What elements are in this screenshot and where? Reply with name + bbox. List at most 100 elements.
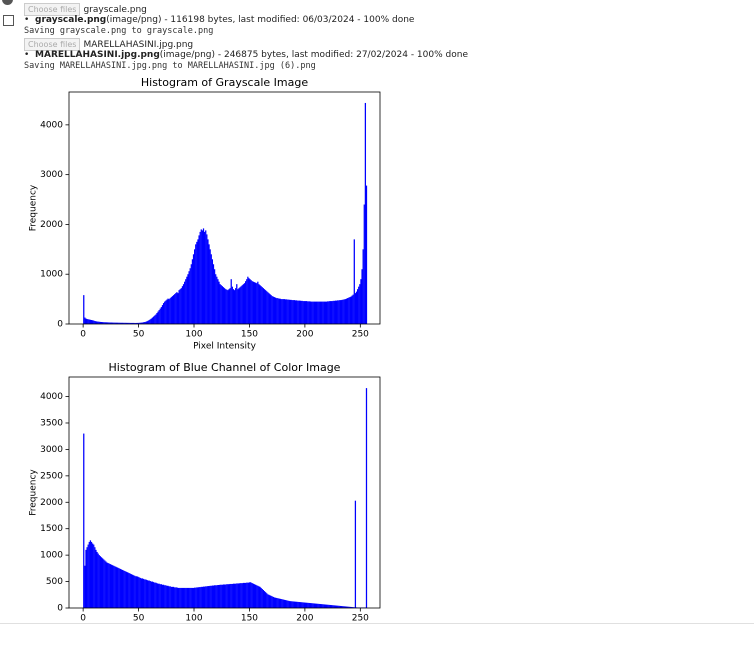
bar <box>137 576 139 608</box>
bar <box>164 585 166 608</box>
bar <box>220 584 222 608</box>
bar <box>329 301 331 324</box>
bar <box>162 584 165 608</box>
bar <box>182 587 185 608</box>
cell-run-icon[interactable] <box>2 0 13 5</box>
bar <box>156 313 158 324</box>
bar <box>126 322 128 324</box>
bar <box>229 583 231 608</box>
bar <box>98 321 100 324</box>
filename: grayscale.png <box>83 5 147 15</box>
bar <box>180 288 182 324</box>
x-tick-label: 50 <box>133 614 145 624</box>
bar <box>315 603 318 608</box>
x-tick-label: 200 <box>296 330 313 340</box>
bar <box>207 586 209 608</box>
bar <box>191 587 194 608</box>
bar <box>164 301 166 324</box>
bar <box>276 597 278 608</box>
bar <box>192 254 195 324</box>
bar <box>261 287 263 324</box>
bar <box>84 317 86 324</box>
chart-title: Histogram of Grayscale Image <box>141 76 308 89</box>
bar <box>167 585 169 608</box>
bar <box>354 293 357 324</box>
bar <box>235 288 237 324</box>
choose-files-button[interactable]: Choose files <box>24 38 81 51</box>
bar <box>307 301 309 324</box>
y-tick-label: 3500 <box>40 418 63 428</box>
bar <box>179 289 181 324</box>
bar <box>257 281 259 324</box>
bar <box>293 601 296 608</box>
bar <box>209 585 211 608</box>
bar <box>151 581 154 608</box>
bar <box>105 322 107 324</box>
choose-files-button[interactable]: Choose files <box>24 3 81 16</box>
bar <box>231 286 233 324</box>
bar <box>136 576 138 608</box>
bar <box>324 301 327 324</box>
bar <box>257 585 259 608</box>
bar <box>119 568 121 608</box>
bar <box>86 547 88 608</box>
bar <box>99 556 102 608</box>
bar <box>360 279 362 324</box>
bar <box>304 602 307 608</box>
saving-text: Saving grayscale.png to grayscale.png <box>24 26 214 36</box>
bar <box>101 322 104 324</box>
bar <box>317 603 319 608</box>
bar <box>348 297 350 324</box>
x-tick-label: 150 <box>241 614 258 624</box>
bar <box>343 299 345 324</box>
bar <box>280 599 282 608</box>
bar <box>138 322 140 324</box>
bar <box>323 301 325 324</box>
x-tick-label: 150 <box>241 330 258 340</box>
bar <box>150 318 153 324</box>
bar <box>238 583 240 608</box>
bar <box>321 604 323 608</box>
bar <box>130 574 133 608</box>
bar <box>342 299 344 324</box>
bar <box>225 289 227 324</box>
bar <box>111 565 114 608</box>
bar <box>175 587 177 608</box>
bar <box>237 583 239 608</box>
bar <box>215 274 217 324</box>
bar <box>96 551 98 608</box>
bar <box>154 582 156 608</box>
bar <box>260 587 262 608</box>
bar <box>237 289 239 324</box>
bar <box>353 239 355 324</box>
bar <box>145 579 147 608</box>
bar <box>184 587 186 608</box>
bar <box>212 585 215 608</box>
bar <box>365 185 368 324</box>
x-axis-label: Pixel Intensity <box>193 342 257 352</box>
bar <box>242 582 245 608</box>
bar <box>103 559 105 608</box>
bar <box>117 322 119 324</box>
bar <box>219 284 221 324</box>
bar <box>288 299 290 324</box>
bar <box>309 603 311 608</box>
bar <box>83 295 85 324</box>
bar <box>260 286 262 324</box>
bar <box>165 585 167 608</box>
bar <box>172 586 175 608</box>
bar <box>250 582 252 608</box>
bar <box>194 249 196 324</box>
bar <box>147 320 149 324</box>
bar <box>323 604 325 608</box>
bar <box>300 300 302 324</box>
bar <box>108 563 110 608</box>
bar <box>266 593 268 608</box>
bar <box>294 300 297 324</box>
bar <box>182 284 185 324</box>
bar <box>196 241 198 324</box>
bar <box>198 235 200 324</box>
bar <box>364 102 367 324</box>
x-tick-label: 0 <box>80 614 86 624</box>
bar <box>347 606 349 608</box>
